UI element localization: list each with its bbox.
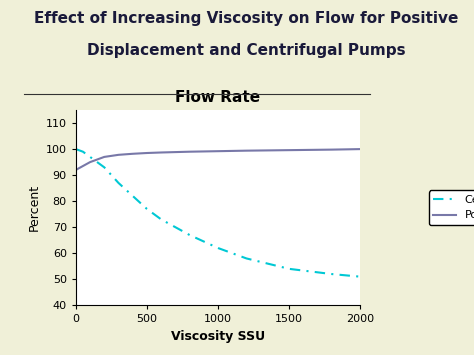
Text: Effect of Increasing Viscosity on Flow for Positive: Effect of Increasing Viscosity on Flow f…: [34, 11, 459, 26]
Text: Displacement and Centrifugal Pumps: Displacement and Centrifugal Pumps: [87, 43, 406, 58]
Line: Positive: Positive: [76, 149, 360, 170]
Positive: [357, 147, 363, 151]
Centrifugal: [158, 217, 164, 222]
Title: Flow Rate: Flow Rate: [175, 90, 261, 105]
Centrifugal: [144, 207, 150, 211]
Positive: [87, 160, 93, 164]
Positive: [215, 149, 221, 153]
Centrifugal: [329, 272, 335, 276]
Positive: [286, 148, 292, 152]
Centrifugal: [244, 256, 249, 261]
Positive: [329, 147, 335, 152]
Centrifugal: [87, 155, 93, 159]
Positive: [116, 153, 121, 157]
Positive: [101, 155, 107, 159]
Positive: [73, 168, 79, 172]
Centrifugal: [116, 181, 121, 185]
Centrifugal: [215, 246, 221, 250]
Centrifugal: [130, 194, 136, 198]
Centrifugal: [73, 147, 79, 151]
Centrifugal: [187, 233, 192, 237]
Line: Centrifugal: Centrifugal: [76, 149, 360, 277]
Centrifugal: [101, 165, 107, 169]
Positive: [158, 151, 164, 155]
Centrifugal: [80, 149, 86, 154]
Centrifugal: [173, 225, 178, 229]
Positive: [187, 149, 192, 154]
Positive: [130, 152, 136, 156]
Centrifugal: [286, 267, 292, 271]
Positive: [244, 148, 249, 153]
X-axis label: Viscosity SSU: Viscosity SSU: [171, 330, 265, 343]
Legend: Centrifugal, Positive: Centrifugal, Positive: [429, 190, 474, 225]
Positive: [144, 151, 150, 155]
Centrifugal: [357, 274, 363, 279]
Y-axis label: Percent: Percent: [27, 184, 40, 231]
